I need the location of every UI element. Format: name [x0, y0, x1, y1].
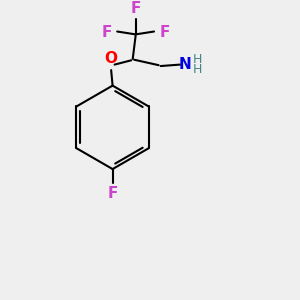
Text: H: H [193, 63, 202, 76]
Text: F: F [102, 25, 112, 40]
Text: F: F [130, 1, 141, 16]
Text: N: N [178, 57, 191, 72]
Text: H: H [193, 53, 202, 66]
Text: O: O [105, 51, 118, 66]
Text: F: F [107, 186, 118, 201]
Text: F: F [159, 25, 170, 40]
